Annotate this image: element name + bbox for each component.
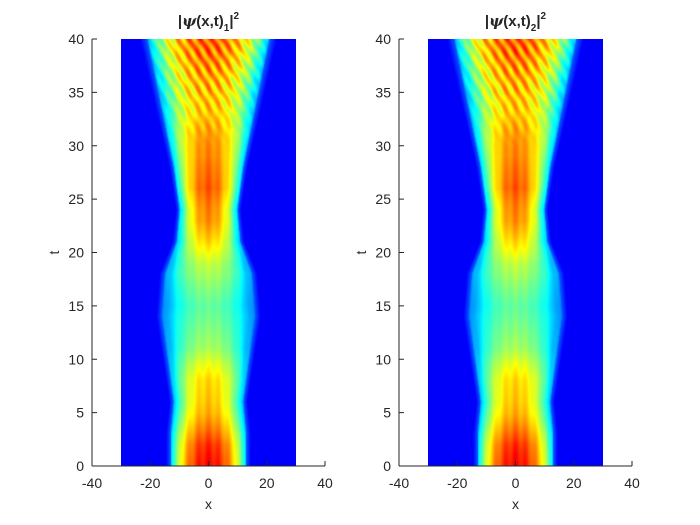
chart-title: |ψ(x,t)2|2 [485, 11, 547, 34]
y-tick-label: 30 [68, 138, 84, 154]
y-axis-label: t [353, 250, 369, 254]
y-tick-label: 5 [76, 405, 84, 421]
y-tick-label: 20 [68, 245, 84, 261]
x-tick-label: -40 [389, 475, 409, 491]
x-axis-label: x [512, 496, 519, 512]
y-tick-label: 35 [375, 84, 391, 100]
y-tick-label: 5 [383, 405, 391, 421]
x-tick-label: -40 [82, 475, 102, 491]
x-tick-label: 0 [512, 475, 520, 491]
x-tick-label: 20 [566, 475, 582, 491]
y-tick-label: 35 [68, 84, 84, 100]
y-tick-label: 40 [68, 31, 84, 47]
y-tick-label: 20 [375, 245, 391, 261]
heatmap-field [121, 39, 296, 466]
subplot-2: -40 -20 0 20 40 0 5 10 15 20 25 30 35 40 x t |ψ(x,t)2|2 [353, 11, 640, 512]
x-tick-label: 40 [317, 475, 333, 491]
x-tick-label: 40 [624, 475, 640, 491]
y-tick-label: 10 [375, 351, 391, 367]
x-tick-label: 0 [205, 475, 213, 491]
y-tick-label: 30 [375, 138, 391, 154]
heatmap-field [428, 39, 603, 466]
y-tick-label: 40 [375, 31, 391, 47]
y-tick-label: 0 [76, 458, 84, 474]
x-tick-label: 20 [259, 475, 275, 491]
chart-title: |ψ(x,t)1|2 [178, 11, 240, 34]
y-tick-label: 0 [383, 458, 391, 474]
y-axis-label: t [46, 250, 62, 254]
y-tick-label: 25 [375, 191, 391, 207]
y-tick-label: 15 [375, 298, 391, 314]
subplot-1: -40 -20 0 20 40 0 5 10 15 20 25 30 35 40 x t |ψ(x,t)1|2 [46, 11, 333, 512]
y-tick-label: 15 [68, 298, 84, 314]
x-axis-label: x [205, 496, 212, 512]
y-tick-label: 10 [68, 351, 84, 367]
y-tick-label: 25 [68, 191, 84, 207]
x-tick-label: -20 [140, 475, 160, 491]
x-tick-label: -20 [447, 475, 467, 491]
